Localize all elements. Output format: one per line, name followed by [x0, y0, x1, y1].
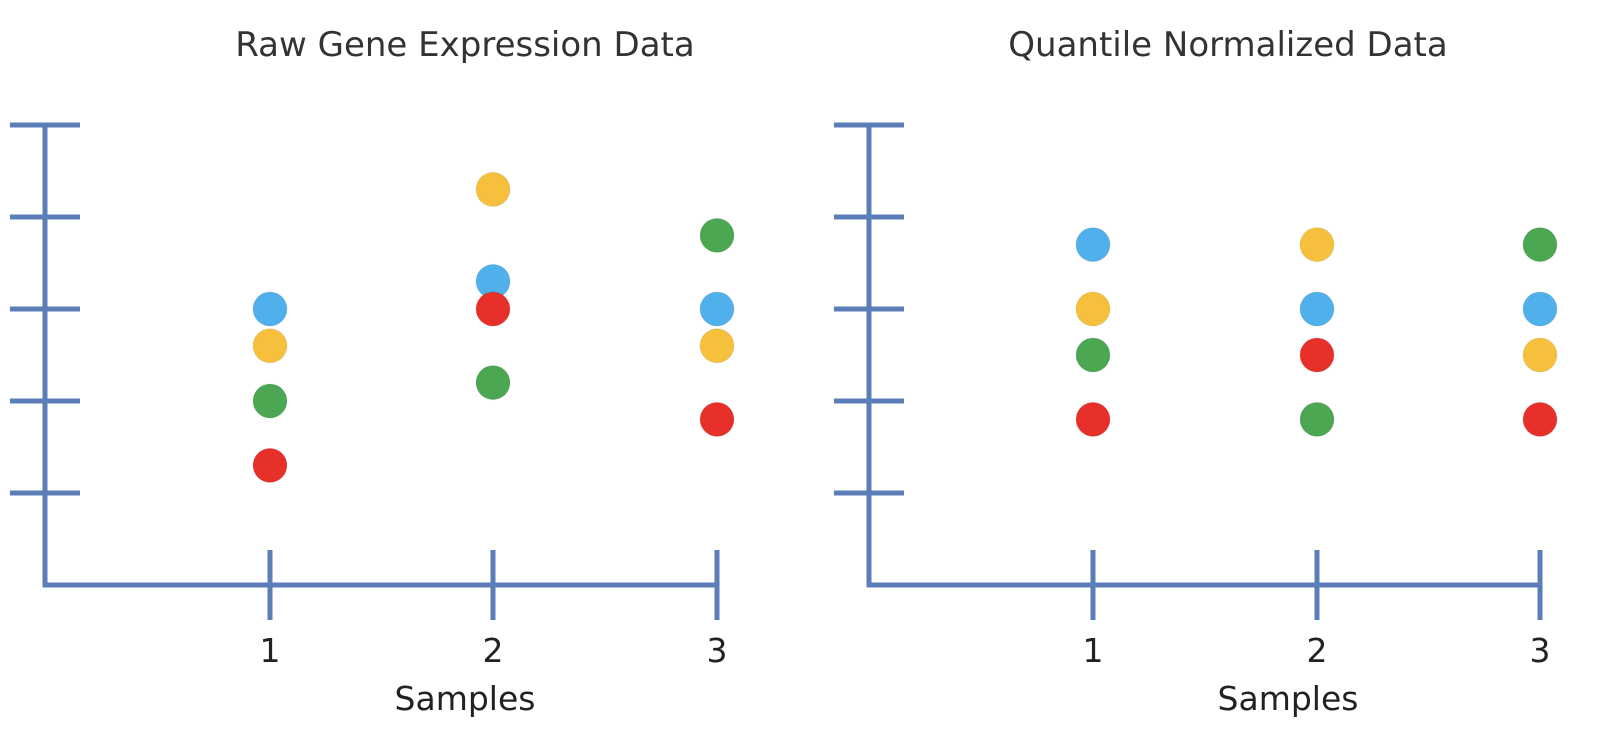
data-point [1522, 291, 1558, 327]
data-points [252, 171, 735, 483]
data-point [252, 328, 288, 364]
data-point [475, 365, 511, 401]
data-point [699, 291, 735, 327]
data-point [699, 217, 735, 253]
data-point [1075, 401, 1111, 437]
chart-title: Quantile Normalized Data [1008, 25, 1447, 65]
chart-title: Raw Gene Expression Data [235, 25, 694, 65]
data-point [1299, 401, 1335, 437]
data-points [1075, 227, 1558, 437]
data-point [1299, 291, 1335, 327]
x-tick-label: 3 [707, 631, 728, 670]
x-tick-label: 3 [1530, 631, 1551, 670]
data-point [475, 171, 511, 207]
data-point [252, 447, 288, 483]
data-point [1075, 337, 1111, 373]
x-tick-labels: 1 2 3 [260, 631, 728, 670]
raw-gene-expression-chart: Raw Gene Expression Data 1 2 3 Samples [10, 25, 735, 718]
x-tick-labels: 1 2 3 [1083, 631, 1551, 670]
data-point [1522, 401, 1558, 437]
data-point [1522, 227, 1558, 263]
data-point [1075, 227, 1111, 263]
x-axis-label: Samples [1218, 679, 1359, 718]
data-point [699, 401, 735, 437]
axes [10, 122, 720, 620]
data-point [1522, 337, 1558, 373]
data-point [252, 383, 288, 419]
data-point [1299, 227, 1335, 263]
quantile-normalized-chart: Quantile Normalized Data 1 2 3 Samples [834, 25, 1558, 718]
data-point [475, 291, 511, 327]
data-point [252, 291, 288, 327]
axes [834, 122, 1543, 620]
x-tick-label: 2 [483, 631, 504, 670]
x-tick-label: 1 [1083, 631, 1104, 670]
x-tick-label: 1 [260, 631, 281, 670]
data-point [1299, 337, 1335, 373]
x-tick-label: 2 [1307, 631, 1328, 670]
data-point [1075, 291, 1111, 327]
x-axis-label: Samples [395, 679, 536, 718]
data-point [699, 328, 735, 364]
